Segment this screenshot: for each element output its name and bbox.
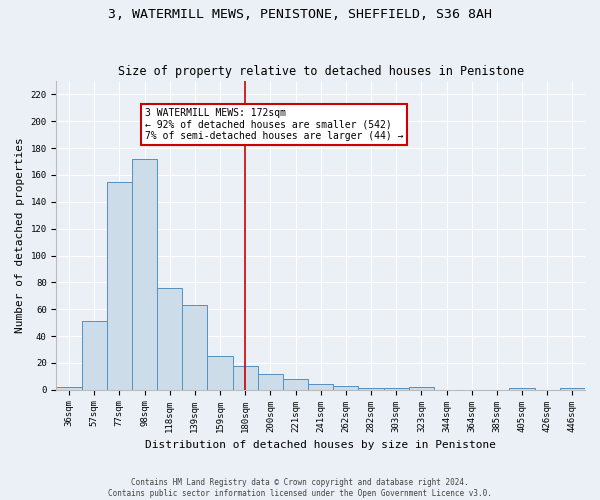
Title: Size of property relative to detached houses in Penistone: Size of property relative to detached ho… <box>118 66 524 78</box>
Bar <box>208 356 233 390</box>
Bar <box>383 388 409 390</box>
Bar <box>560 388 585 390</box>
Bar <box>107 182 132 390</box>
Text: 3 WATERMILL MEWS: 172sqm
← 92% of detached houses are smaller (542)
7% of semi-d: 3 WATERMILL MEWS: 172sqm ← 92% of detach… <box>145 108 403 141</box>
Bar <box>409 387 434 390</box>
Y-axis label: Number of detached properties: Number of detached properties <box>15 138 25 333</box>
Bar <box>308 384 333 390</box>
Bar <box>509 388 535 390</box>
Text: Contains HM Land Registry data © Crown copyright and database right 2024.
Contai: Contains HM Land Registry data © Crown c… <box>108 478 492 498</box>
Bar <box>56 387 82 390</box>
Bar <box>233 366 258 390</box>
Bar <box>157 288 182 390</box>
Bar <box>258 374 283 390</box>
Bar <box>182 305 208 390</box>
Bar <box>358 388 383 390</box>
Bar <box>333 386 358 390</box>
Bar <box>283 379 308 390</box>
Text: 3, WATERMILL MEWS, PENISTONE, SHEFFIELD, S36 8AH: 3, WATERMILL MEWS, PENISTONE, SHEFFIELD,… <box>108 8 492 20</box>
Bar <box>132 159 157 390</box>
Bar <box>82 322 107 390</box>
X-axis label: Distribution of detached houses by size in Penistone: Distribution of detached houses by size … <box>145 440 496 450</box>
